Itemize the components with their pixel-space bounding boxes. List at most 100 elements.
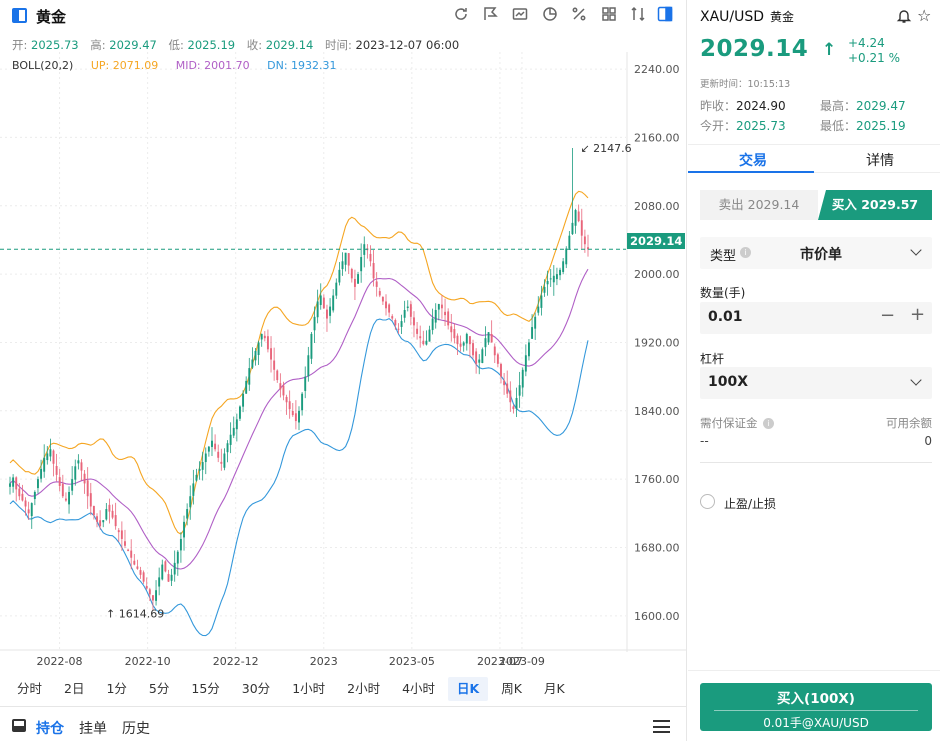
panel-toggle-icon[interactable]	[12, 719, 26, 732]
indicator-icon[interactable]	[511, 6, 529, 24]
candle-body	[136, 566, 139, 569]
period-2[interactable]: 1分	[106, 681, 127, 696]
candle-body	[270, 348, 272, 360]
candle-body	[335, 282, 338, 296]
sell-button[interactable]: 卖出 2029.14	[700, 190, 818, 220]
layout-icon[interactable]	[656, 6, 674, 24]
tpsl-checkbox[interactable]	[700, 494, 715, 509]
candle-body	[46, 453, 49, 461]
period-4[interactable]: 15分	[191, 681, 220, 696]
candle-body	[425, 340, 428, 345]
pie-chart-icon[interactable]	[541, 6, 559, 24]
period-9[interactable]: 日K	[448, 677, 489, 701]
candle-body	[40, 468, 43, 479]
boll-legend: BOLL(20,2) UP: 2071.09 MID: 2001.70 DN: …	[12, 59, 337, 72]
period-10[interactable]: 周K	[501, 681, 522, 696]
minus-button[interactable]: −	[880, 305, 896, 326]
quantity-value[interactable]: 0.01	[708, 309, 743, 325]
period-7[interactable]: 2小时	[347, 681, 381, 696]
candle-body	[353, 278, 356, 287]
boll-up-line	[9, 190, 589, 535]
divider	[700, 462, 932, 463]
candle-body	[329, 306, 332, 316]
plus-button[interactable]: +	[910, 304, 926, 325]
percent-icon[interactable]	[570, 6, 588, 24]
candle-body	[96, 516, 98, 522]
candle-body	[114, 515, 117, 527]
tab-history[interactable]: 历史	[122, 721, 150, 737]
period-3[interactable]: 5分	[148, 681, 170, 696]
info-icon[interactable]: i	[763, 418, 775, 429]
buy-button[interactable]: 买入 2029.57	[818, 190, 932, 220]
margin-value: --	[700, 434, 709, 448]
candle-body	[173, 562, 176, 575]
order-type-select[interactable]: 类型 i 市价单	[700, 237, 932, 269]
candle-body	[475, 351, 478, 364]
tab-detail[interactable]: 详情	[866, 153, 894, 169]
candle-body	[27, 509, 30, 514]
star-icon[interactable]: ☆	[917, 6, 932, 25]
period-1[interactable]: 2日	[64, 681, 85, 696]
high-stat: 最高：2029.47	[820, 97, 906, 114]
leverage-label: 杠杆	[700, 352, 725, 366]
candle-body	[543, 286, 546, 293]
candle-body	[400, 321, 403, 327]
x-tick-label: 2022-10	[125, 655, 171, 668]
candle-body	[71, 479, 74, 491]
available-label: 可用余额	[886, 416, 932, 430]
prev-close-stat: 昨收：2024.90	[700, 97, 786, 114]
period-0[interactable]: 分时	[17, 681, 43, 696]
low-marker-label: ↑ 1614.69	[106, 607, 164, 620]
price-chart[interactable]: 2240.00 2160.00 2080.00 2000.00 1920.00 1840.…	[0, 52, 687, 670]
submit-sub-label: 0.01手@XAU/USD	[763, 716, 869, 730]
candle-body	[273, 360, 276, 370]
period-8[interactable]: 4小时	[402, 681, 436, 696]
candle-body	[338, 269, 341, 283]
tab-orders[interactable]: 挂单	[79, 721, 107, 737]
menu-icon[interactable]	[653, 720, 670, 733]
candle-body	[369, 253, 372, 262]
period-5[interactable]: 30分	[241, 681, 271, 696]
candle-body	[176, 551, 179, 564]
candle-body	[80, 462, 83, 471]
candle-body	[316, 301, 319, 318]
leverage-select[interactable]: 100X	[700, 367, 932, 399]
candle-body	[450, 326, 453, 333]
candle-body	[37, 479, 39, 489]
bell-icon[interactable]	[896, 8, 912, 24]
period-11[interactable]: 月K	[543, 681, 565, 696]
candle-body	[133, 560, 136, 565]
candle-body	[496, 354, 499, 364]
tab-trade[interactable]: 交易	[739, 153, 767, 169]
candle-body	[151, 595, 154, 601]
candle-body	[266, 336, 269, 350]
sidebar-toggle-icon[interactable]	[12, 8, 27, 23]
candle-body	[478, 359, 481, 363]
candle-body	[186, 509, 189, 519]
tab-positions[interactable]: 持仓	[36, 721, 64, 737]
compare-icon[interactable]	[629, 6, 647, 24]
quantity-stepper[interactable]: 0.01 − +	[700, 302, 932, 334]
candle-body	[434, 309, 437, 323]
candle-body	[444, 311, 447, 316]
submit-buy-button[interactable]: 买入(100X) 0.01手@XAU/USD	[700, 683, 932, 731]
info-icon[interactable]: i	[740, 247, 751, 258]
y-tick-label: 1600.00	[634, 610, 680, 623]
candle-body	[394, 319, 397, 326]
close-value: 2029.14	[265, 38, 314, 52]
high-stat-label: 最高：	[820, 99, 857, 113]
prev-close-value: 2024.90	[736, 99, 786, 113]
period-6[interactable]: 1小时	[292, 681, 326, 696]
grid-icon[interactable]	[600, 6, 618, 24]
candle-body	[571, 222, 574, 235]
chart-title: 黄金	[36, 8, 67, 26]
candle-body	[546, 280, 549, 285]
candle-body	[223, 453, 226, 468]
candle-body	[574, 210, 577, 226]
high-marker-label: ↙ 2147.6	[580, 142, 631, 155]
refresh-icon[interactable]	[452, 6, 470, 24]
draw-icon[interactable]	[482, 6, 500, 24]
candle-body	[447, 311, 450, 326]
low-value: 2025.19	[187, 38, 236, 52]
time-label: 时间:	[325, 38, 352, 52]
